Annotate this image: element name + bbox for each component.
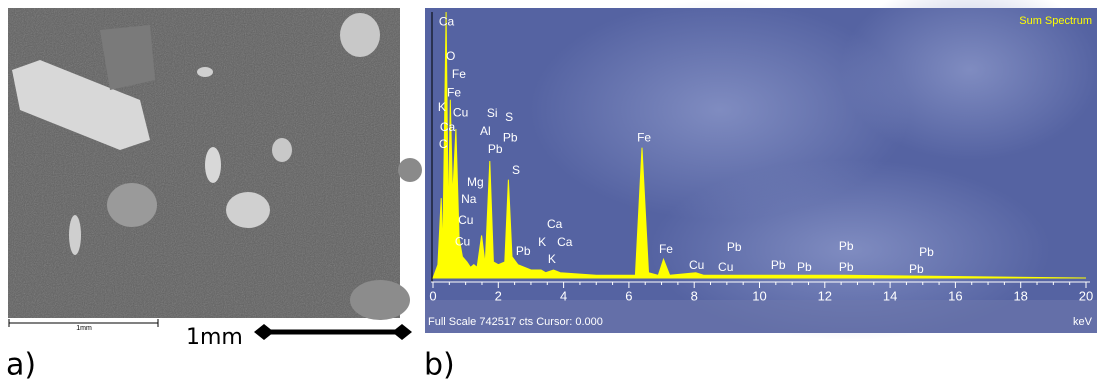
x-tick-label: 10 (752, 288, 766, 303)
peak-label: Pb (488, 142, 503, 156)
peak-label: Al (480, 124, 491, 138)
peak-label: Si (487, 106, 498, 120)
x-tick-label: 8 (691, 288, 698, 303)
peak-label: Cu (455, 234, 470, 248)
peak-label: Na (461, 192, 477, 206)
x-tick-label: 4 (560, 288, 567, 303)
peak-label: Pb (727, 240, 742, 254)
footer: Full Scale 742517 cts Cursor: 0.000 (428, 316, 603, 328)
peak-label: Fe (637, 130, 651, 144)
peak-label: Mg (467, 175, 484, 189)
peak-label: Cu (718, 260, 733, 274)
x-tick-label: 12 (818, 288, 832, 303)
scale-label: 1mm (186, 325, 243, 350)
peak-label: Fe (447, 85, 461, 99)
peak-label: Pb (909, 262, 924, 276)
peak-label: Pb (503, 130, 518, 144)
spectrum (432, 11, 1087, 279)
peak-label: Ca (557, 235, 573, 249)
x-tick-label: 18 (1013, 288, 1027, 303)
peak-label: Pb (919, 245, 934, 259)
peak-label: Fe (452, 67, 466, 81)
x-tick-label: 0 (429, 288, 436, 303)
peak-label: Cu (453, 105, 468, 119)
peak-label: Ca (547, 217, 563, 231)
x-tick-label: 16 (948, 288, 962, 303)
x-axis-label: keV (1073, 316, 1093, 328)
peak-label: Ca (440, 120, 456, 134)
peak-label: Cu (689, 258, 704, 272)
peak-label: K (438, 100, 446, 114)
peak-label: O (446, 49, 455, 63)
peak-label: S (512, 163, 520, 177)
peak-label: Ca (439, 14, 455, 28)
scale-arrow (254, 324, 412, 340)
x-tick-label: 2 (495, 288, 502, 303)
scale-bar-label: 1mm (76, 325, 92, 332)
panel-label: a) (6, 348, 36, 383)
peak-label: S (505, 110, 513, 124)
peak-label: K (538, 235, 546, 249)
peak-label: Cu (458, 213, 473, 227)
peak-label: Fe (659, 242, 673, 256)
x-tick-label: 20 (1079, 288, 1093, 303)
scale-bar: 1mm (8, 319, 159, 332)
peak-label: Pb (771, 258, 786, 272)
peak-label: K (548, 252, 556, 266)
peak-label: Pb (839, 260, 854, 274)
sem-image (8, 8, 422, 320)
peak-label: Pb (797, 260, 812, 274)
peak-label: C (439, 137, 448, 151)
x-tick-label: 14 (883, 288, 897, 303)
panel-label: b) (424, 348, 455, 383)
chart-title: Sum Spectrum (1019, 15, 1092, 27)
peak-label: Pb (839, 239, 854, 253)
spectrum-background (425, 0, 1100, 340)
peak-label: Pb (516, 244, 531, 258)
x-tick-label: 6 (625, 288, 632, 303)
